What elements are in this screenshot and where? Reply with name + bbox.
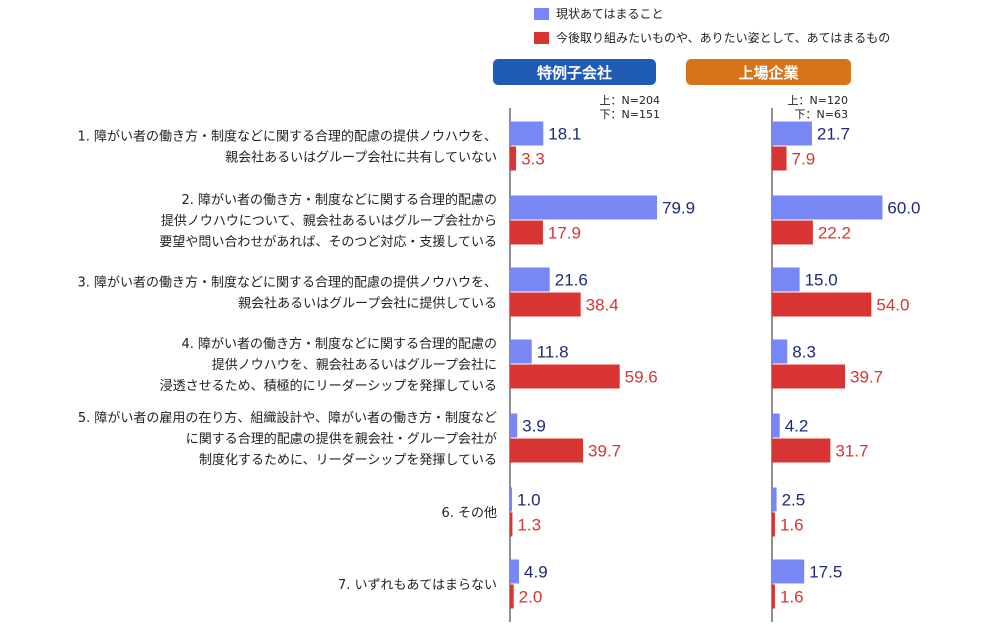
value-label-current-0-3: 11.8 [537, 343, 569, 362]
bar-future-1-6 [772, 584, 775, 609]
panel-title-box-0 [493, 59, 656, 85]
category-label-2-1: 親会社あるいはグループ会社に提供している [238, 296, 497, 312]
category-label-0-0: 1. 障がい者の働き方・制度などに関する合理的配慮の提供ノウハウを、 [77, 129, 497, 145]
value-label-current-0-4: 3.9 [522, 417, 546, 436]
value-label-future-1-0: 7.9 [792, 150, 816, 169]
panel-title-box-1 [686, 59, 851, 85]
panel-note-1-1: 下：N=63 [795, 108, 848, 121]
value-label-future-0-1: 17.9 [548, 224, 581, 243]
category-label-4-0: 5. 障がい者の雇用の在り方、組織設計や、障がい者の働き方・制度など [78, 410, 497, 426]
value-label-current-0-5: 1.0 [517, 491, 541, 510]
category-label-1-2: 要望や問い合わせがあれば、そのつど対応・支援している [159, 234, 497, 250]
panel-title-1: 上場企業 [738, 64, 799, 82]
bar-future-0-5 [510, 512, 513, 537]
bar-current-1-1 [772, 195, 883, 220]
value-label-current-0-0: 18.1 [548, 125, 581, 144]
panel-title-0: 特例子会社 [537, 64, 612, 82]
bar-future-0-6 [510, 584, 514, 609]
value-label-current-1-3: 8.3 [792, 343, 816, 362]
bar-future-1-3 [772, 364, 846, 389]
bar-current-1-6 [772, 559, 805, 584]
value-label-future-1-5: 1.6 [780, 516, 804, 535]
category-label-3-2: 浸透させるため、積極的にリーダーシップを発揮している [160, 378, 497, 394]
category-label-3-0: 4. 障がい者の働き方・制度などに関する合理的配慮の [181, 336, 497, 352]
value-label-current-1-6: 17.5 [809, 563, 842, 582]
bar-future-0-0 [510, 146, 517, 171]
bar-current-1-0 [772, 121, 812, 146]
bar-future-1-2 [772, 292, 872, 317]
bar-current-1-2 [772, 267, 800, 292]
value-label-future-0-2: 38.4 [586, 296, 619, 315]
category-label-6-0: 7. いずれもあてはまらない [338, 578, 497, 593]
bar-current-0-0 [510, 121, 544, 146]
category-label-4-2: 制度化するために、リーダーシップを発揮している [199, 452, 497, 468]
category-label-3-1: 提供ノウハウを、親会社あるいはグループ会社に [212, 357, 497, 373]
value-label-future-0-3: 59.6 [625, 368, 658, 387]
legend-label-1: 今後取り組みたいものや、ありたい姿として、あてはまるもの [556, 30, 890, 45]
value-label-future-1-1: 22.2 [818, 224, 851, 243]
bar-future-1-1 [772, 220, 813, 245]
category-label-5-0: 6. その他 [441, 506, 497, 521]
bar-current-1-3 [772, 339, 788, 364]
bar-future-1-5 [772, 512, 775, 537]
legend-swatch-1 [534, 32, 549, 44]
category-label-0-1: 親会社あるいはグループ会社に共有していない [225, 150, 497, 166]
category-label-1-0: 2. 障がい者の働き方・制度などに関する合理的配慮の [181, 192, 497, 208]
bar-current-0-2 [510, 267, 550, 292]
value-label-current-1-1: 60.0 [887, 199, 920, 218]
bar-current-1-4 [772, 413, 780, 438]
panel-note-1-0: 上：N=120 [788, 94, 848, 107]
value-label-future-0-0: 3.3 [521, 150, 545, 169]
value-label-future-0-5: 1.3 [517, 516, 541, 535]
bar-future-0-1 [510, 220, 543, 245]
bar-current-0-4 [510, 413, 518, 438]
value-label-current-1-4: 4.2 [785, 417, 809, 436]
bar-future-0-4 [510, 438, 584, 463]
value-label-future-1-2: 54.0 [876, 296, 909, 315]
value-label-future-1-3: 39.7 [850, 368, 883, 387]
value-label-future-1-6: 1.6 [780, 588, 804, 607]
bar-current-0-3 [510, 339, 532, 364]
bar-current-0-6 [510, 559, 520, 584]
bar-future-0-2 [510, 292, 581, 317]
legend-label-0: 現状あてはまること [556, 7, 664, 21]
bar-current-1-5 [772, 487, 777, 512]
bar-future-1-4 [772, 438, 831, 463]
bar-future-1-0 [772, 146, 787, 171]
category-label-1-1: 提供ノウハウについて、親会社あるいはグループ会社から [161, 213, 497, 229]
value-label-current-0-1: 79.9 [662, 199, 695, 218]
value-label-current-1-2: 15.0 [805, 271, 838, 290]
value-label-future-0-4: 39.7 [588, 442, 621, 461]
category-label-2-0: 3. 障がい者の働き方・制度などに関する合理的配慮の提供ノウハウを、 [77, 275, 497, 291]
bar-current-0-1 [510, 195, 658, 220]
value-label-future-1-4: 31.7 [835, 442, 868, 461]
legend-swatch-0 [534, 8, 549, 20]
panel-note-0-0: 上：N=204 [600, 94, 660, 107]
value-label-current-1-5: 2.5 [782, 491, 806, 510]
category-label-4-1: に関する合理的配慮の提供を親会社・グループ会社が [186, 431, 497, 447]
bar-future-0-3 [510, 364, 620, 389]
value-label-current-0-2: 21.6 [555, 271, 588, 290]
panel-note-0-1: 下：N=151 [600, 108, 660, 121]
bar-current-0-5 [510, 487, 512, 512]
value-label-future-0-6: 2.0 [519, 588, 543, 607]
value-label-current-0-6: 4.9 [524, 563, 548, 582]
value-label-current-1-0: 21.7 [817, 125, 850, 144]
